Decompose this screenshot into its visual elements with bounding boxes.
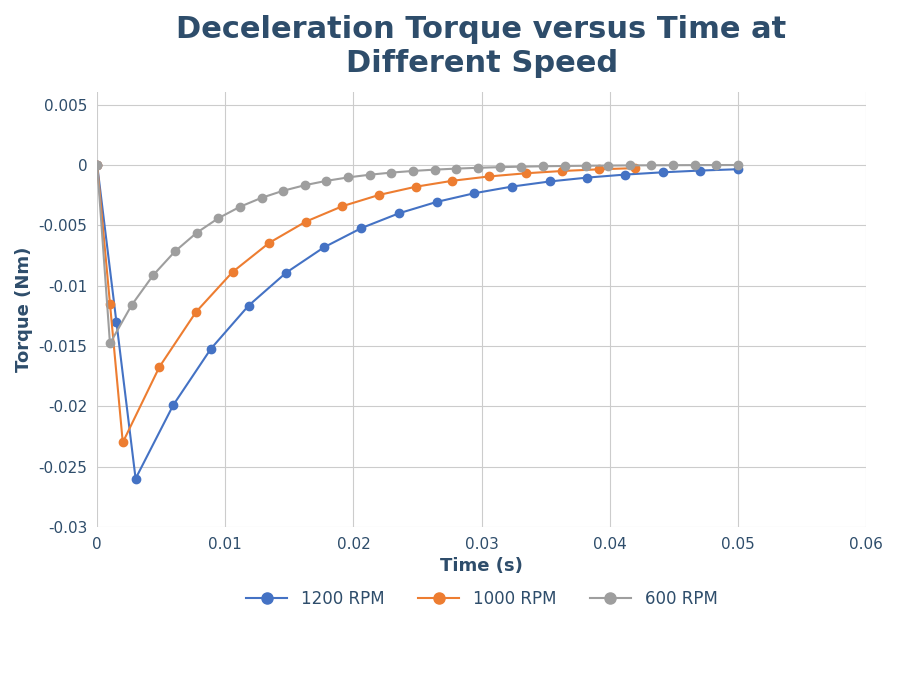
600 RPM	[299, 181, 310, 189]
1200 RPM	[319, 244, 330, 252]
600 RPM	[429, 166, 440, 174]
600 RPM	[386, 169, 397, 177]
600 RPM	[733, 161, 744, 169]
1200 RPM	[506, 182, 517, 191]
600 RPM	[472, 164, 483, 172]
1000 RPM	[520, 169, 531, 178]
1200 RPM	[111, 318, 122, 326]
1200 RPM	[620, 171, 630, 179]
600 RPM	[494, 163, 505, 171]
600 RPM	[256, 194, 267, 202]
1000 RPM	[301, 217, 312, 226]
1000 RPM	[337, 202, 348, 211]
1200 RPM	[168, 401, 179, 409]
1000 RPM	[447, 177, 458, 185]
Line: 600 RPM: 600 RPM	[93, 161, 742, 347]
1200 RPM	[92, 161, 102, 169]
600 RPM	[559, 162, 570, 170]
600 RPM	[234, 203, 245, 211]
600 RPM	[451, 164, 462, 173]
Title: Deceleration Torque versus Time at
Different Speed: Deceleration Torque versus Time at Diffe…	[177, 15, 787, 78]
600 RPM	[516, 162, 527, 171]
1200 RPM	[130, 475, 141, 483]
1000 RPM	[154, 363, 165, 371]
1200 RPM	[393, 209, 404, 217]
X-axis label: Time (s): Time (s)	[440, 557, 523, 575]
600 RPM	[191, 228, 202, 237]
600 RPM	[711, 161, 722, 169]
1000 RPM	[483, 172, 494, 180]
600 RPM	[538, 162, 549, 171]
1200 RPM	[695, 166, 706, 175]
600 RPM	[213, 214, 224, 222]
600 RPM	[603, 162, 613, 170]
1200 RPM	[281, 268, 292, 277]
600 RPM	[277, 186, 288, 195]
1200 RPM	[544, 178, 555, 186]
600 RPM	[408, 166, 418, 175]
Y-axis label: Torque (Nm): Torque (Nm)	[15, 247, 33, 372]
1000 RPM	[104, 299, 115, 308]
1200 RPM	[657, 168, 668, 176]
1200 RPM	[582, 173, 593, 182]
600 RPM	[343, 173, 354, 182]
600 RPM	[92, 161, 102, 169]
1200 RPM	[733, 165, 744, 173]
1000 RPM	[92, 161, 102, 169]
600 RPM	[104, 339, 115, 347]
Legend: 1200 RPM, 1000 RPM, 600 RPM: 1200 RPM, 1000 RPM, 600 RPM	[239, 583, 724, 614]
1200 RPM	[431, 197, 442, 206]
1200 RPM	[206, 345, 216, 353]
600 RPM	[667, 161, 678, 169]
Line: 1200 RPM: 1200 RPM	[93, 161, 742, 483]
600 RPM	[365, 171, 375, 179]
600 RPM	[321, 177, 332, 185]
600 RPM	[170, 247, 180, 255]
600 RPM	[127, 301, 137, 310]
1000 RPM	[594, 165, 604, 173]
1000 RPM	[227, 268, 238, 276]
1000 RPM	[118, 438, 128, 447]
600 RPM	[690, 161, 700, 169]
600 RPM	[581, 162, 592, 170]
1200 RPM	[469, 189, 480, 197]
1000 RPM	[557, 167, 568, 175]
1000 RPM	[410, 182, 421, 191]
1200 RPM	[357, 224, 367, 232]
1000 RPM	[374, 191, 384, 199]
Line: 1000 RPM: 1000 RPM	[93, 161, 639, 447]
1000 RPM	[264, 239, 275, 247]
1000 RPM	[190, 308, 201, 316]
1000 RPM	[630, 164, 641, 172]
1200 RPM	[243, 301, 254, 310]
600 RPM	[646, 161, 656, 169]
600 RPM	[624, 161, 635, 169]
600 RPM	[148, 271, 159, 279]
